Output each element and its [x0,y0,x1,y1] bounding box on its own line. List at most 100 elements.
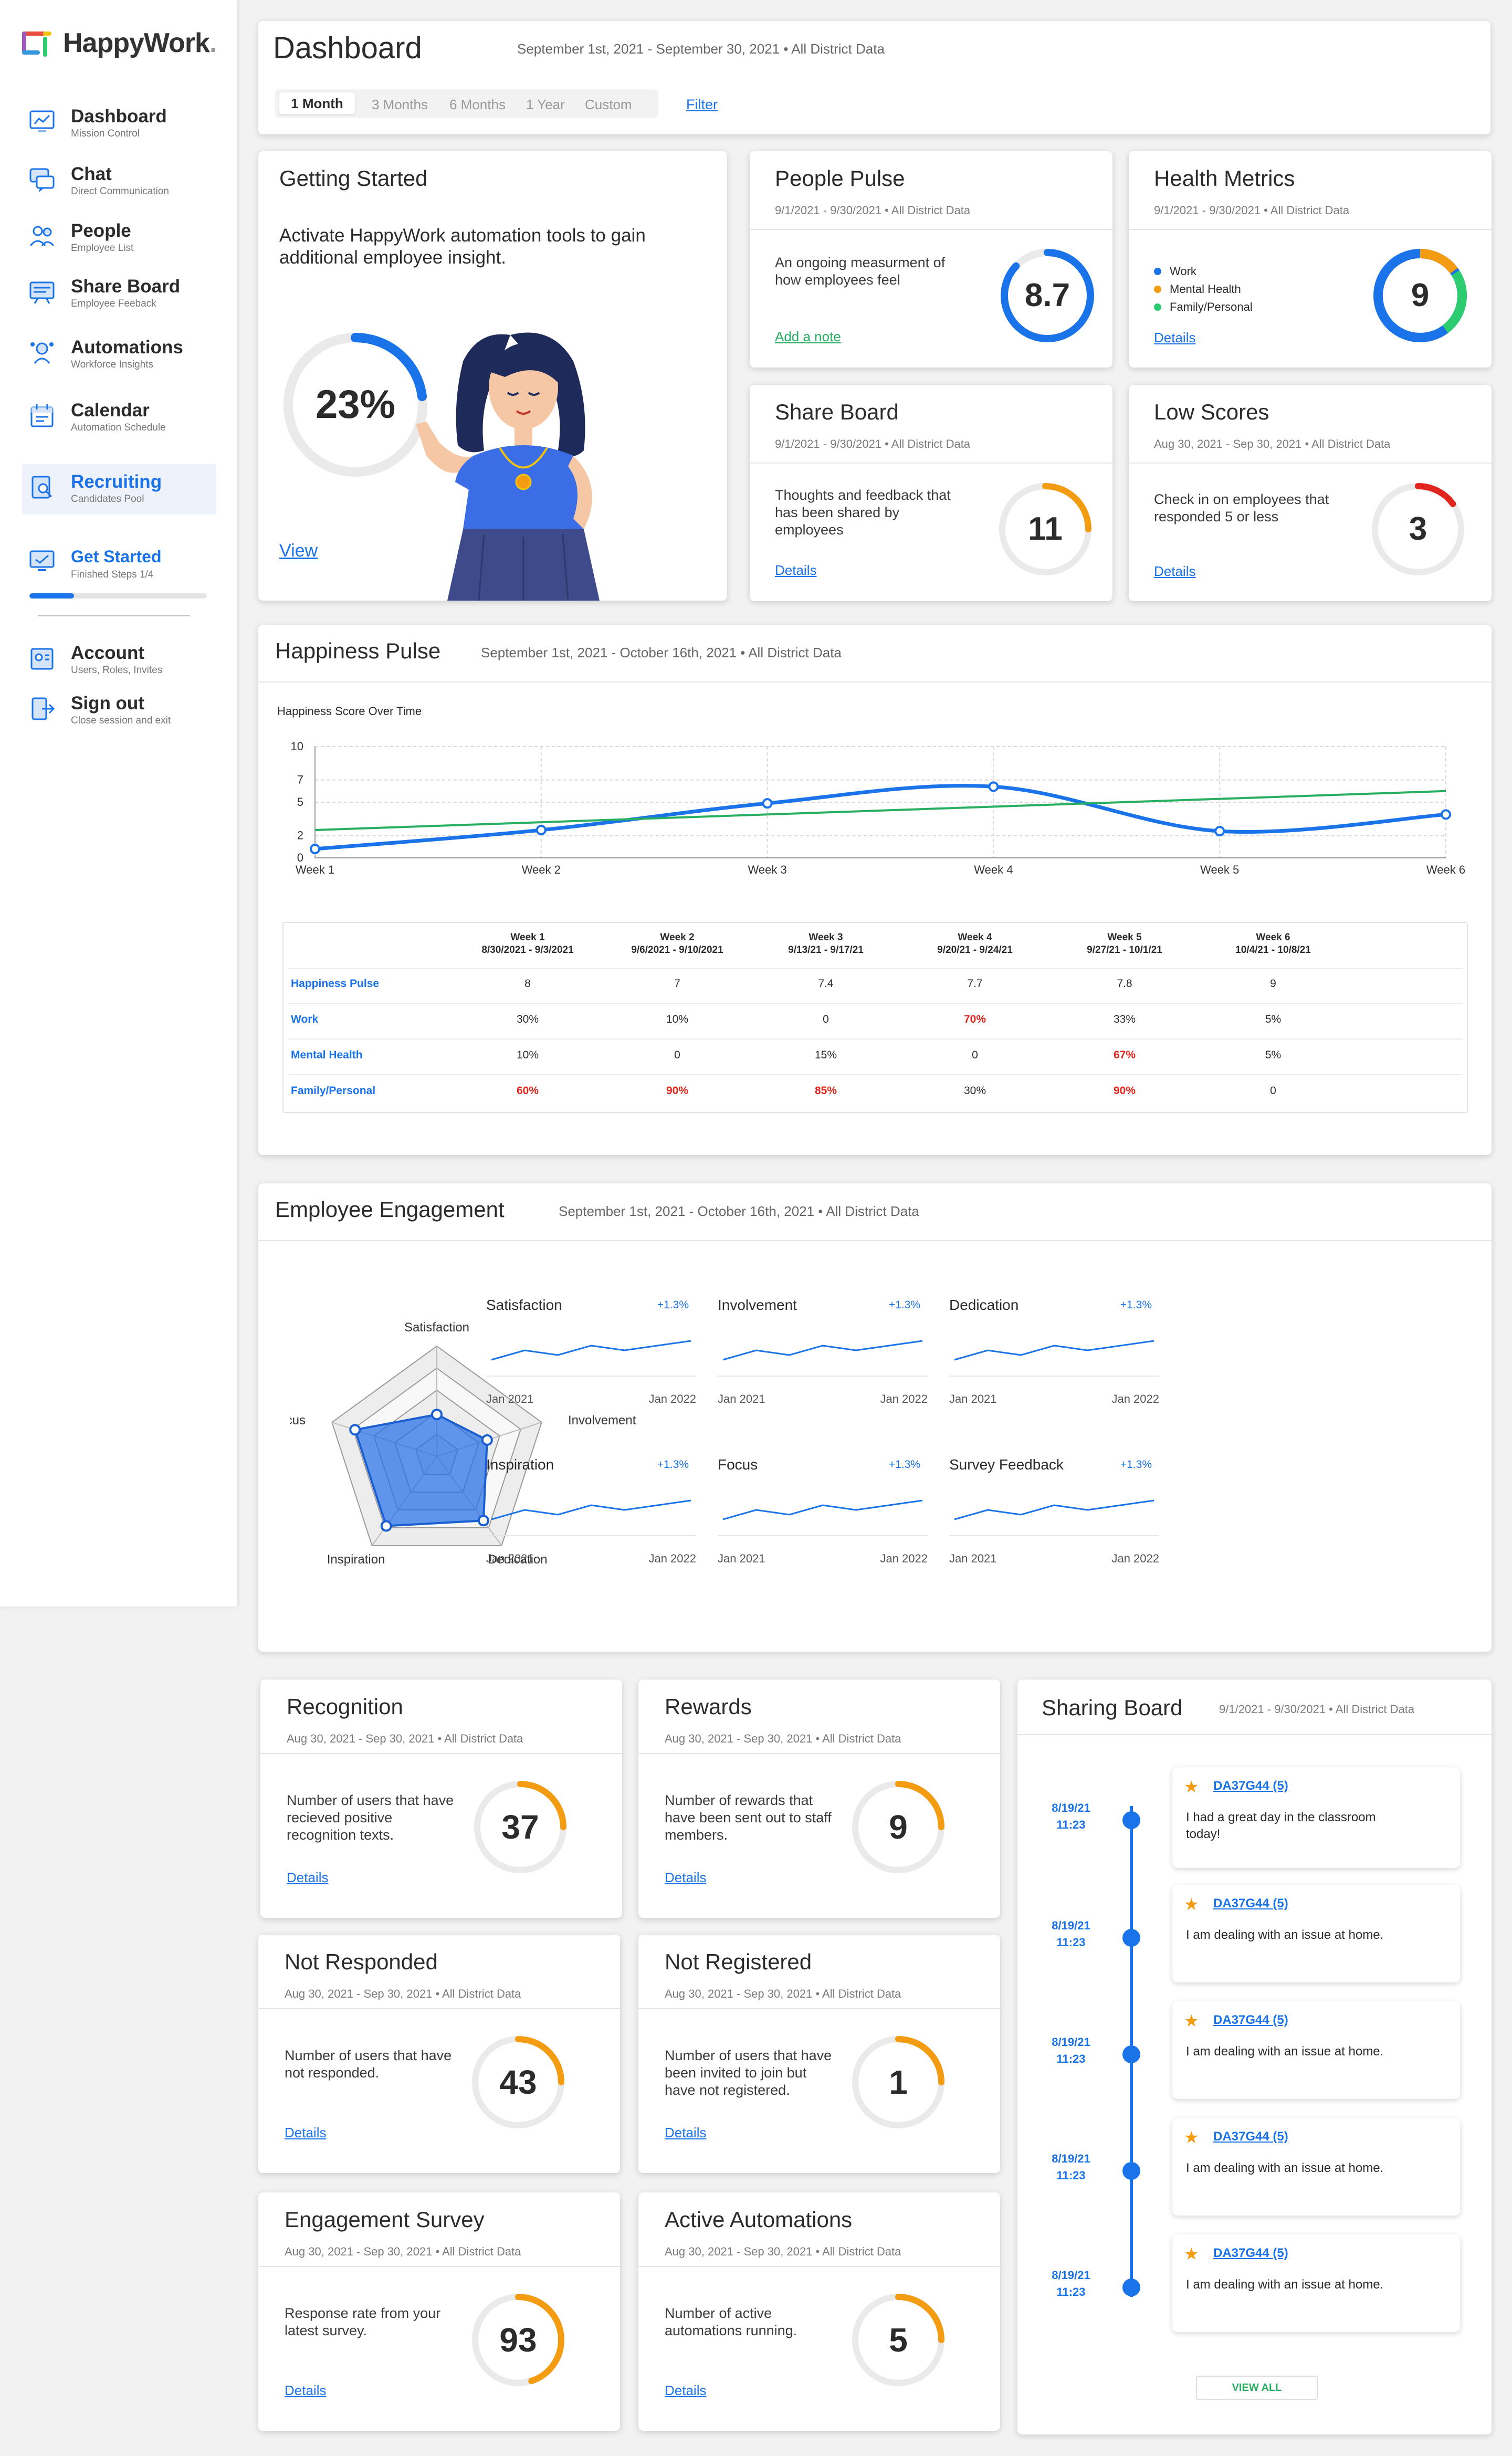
row-divider [288,1038,1463,1040]
sparkline [954,1340,1154,1361]
woman-illustration [416,332,600,601]
radar-point[interactable] [477,1515,489,1527]
card-date: Aug 30, 2021 - Sep 30, 2021 • All Distri… [665,1987,901,2000]
post-user-link[interactable]: DA37G44 (5) [1213,1896,1288,1911]
getting-started-text: Activate HappyWork automation tools to g… [279,225,646,268]
radar-point[interactable] [349,1424,361,1436]
gauge-arc [852,2294,944,2386]
sidebar-item-chat[interactable]: Chat Direct Communication [22,156,216,201]
sidebar-item-recruiting[interactable]: Recruiting Candidates Pool [22,464,216,515]
details-link[interactable]: Details [665,2125,707,2140]
sidebar-item-account[interactable]: Account Users, Roles, Invites [22,635,216,679]
spark-widget[interactable]: Survey Feedback +1.3% Jan 2021 Jan 2022 [949,1456,1159,1577]
post-user-link[interactable]: DA37G44 (5) [1213,2129,1288,2144]
card-date: Aug 30, 2021 - Sep 30, 2021 • All Distri… [665,1732,901,1745]
post-timestamp: 8/19/21 11:23 [1040,1800,1102,1833]
table-cell: 7.4 [818,978,834,990]
spark-widget[interactable]: Involvement +1.3% Jan 2021 Jan 2022 [718,1297,928,1418]
share-post[interactable]: ★ DA37G44 (5) I had a great day in the cla… [1172,1767,1460,1868]
table-cell: 33% [1113,1013,1136,1025]
logo-icon [22,32,51,57]
range-tab-1-year[interactable]: 1 Year [526,97,565,112]
data-point[interactable] [1214,826,1225,837]
spark-title: Dedication [949,1297,1019,1313]
post-time: 11:23 [1056,1936,1086,1949]
sidebar-item-share-board[interactable]: Share Board Employee Feeback [22,269,216,313]
card-title: Happiness Pulse [275,638,441,663]
spark-widget[interactable]: Inspiration +1.3% Jan 2021 Jan 2022 [486,1456,696,1577]
data-point[interactable] [762,798,773,809]
radar-point[interactable] [481,1434,493,1446]
data-point[interactable] [988,781,999,792]
post-user-link[interactable]: DA37G44 (5) [1213,2013,1288,2027]
post-timestamp: 8/19/21 11:23 [1040,2267,1102,2301]
share-post[interactable]: ★ DA37G44 (5) I am dealing with an issue a… [1172,2234,1460,2332]
data-point[interactable] [310,844,320,855]
sidebar-item-sign-out[interactable]: Sign out Close session and exit [22,686,216,730]
table-cell: 60% [516,1085,539,1097]
post-date: 8/19/21 [1052,1919,1090,1932]
share-post[interactable]: ★ DA37G44 (5) I am dealing with an issue a… [1172,1885,1460,1982]
add-note-link[interactable]: Add a note [775,329,841,344]
sidebar-item-calendar[interactable]: Calendar Automation Schedule [22,393,216,437]
card-divider [258,2008,620,2009]
range-tab-6-months[interactable]: 6 Months [449,97,506,112]
getting-started-gauge [284,333,427,477]
spark-widget[interactable]: Dedication +1.3% Jan 2021 Jan 2022 [949,1297,1159,1418]
column-week: Week 3 [808,932,843,943]
data-point[interactable] [536,825,547,835]
post-date: 8/19/21 [1052,2152,1090,2165]
filter-link[interactable]: Filter [686,97,718,112]
card-title: People Pulse [775,166,905,191]
details-link[interactable]: Details [1154,330,1196,345]
getting-started-view-link[interactable]: View [279,541,318,561]
post-message: I am dealing with an issue at home. [1186,2161,1384,2175]
sidebar-item-label: Recruiting [71,471,162,492]
brand-logo[interactable]: HappyWork. [22,26,222,61]
sparkline [491,1499,691,1520]
sidebar-item-automations[interactable]: Automations Workforce Insights [22,330,216,374]
card-date: Aug 30, 2021 - Sep 30, 2021 • All Distri… [287,1732,523,1745]
post-user-link[interactable]: DA37G44 (5) [1213,2246,1288,2260]
card-divider [638,2266,1000,2267]
card-divider [258,681,1492,683]
details-link[interactable]: Details [285,2125,327,2140]
card-divider [258,1240,1492,1241]
table-column-header: Week 5 9/27/21 - 10/1/21 [1046,931,1203,957]
details-link[interactable]: Details [287,1870,329,1885]
sparkline-path [954,1499,1154,1520]
get-started-link[interactable]: Get Started Finished Steps 1/4 [22,542,216,600]
card-title: Active Automations [665,2207,853,2232]
share-post[interactable]: ★ DA37G44 (5) I am dealing with an issue a… [1172,2118,1460,2216]
radar-point[interactable] [431,1409,443,1421]
details-link[interactable]: Details [775,562,817,578]
details-link[interactable]: Details [285,2382,327,2398]
details-link[interactable]: Details [665,2382,707,2398]
range-tab-3-months[interactable]: 3 Months [372,97,428,112]
table-cell: 0 [1270,1085,1276,1097]
sidebar-item-dashboard[interactable]: Dashboard Mission Control [22,99,216,143]
details-link[interactable]: Details [1154,563,1196,579]
dashboard-header: Dashboard September 1st, 2021 - Septembe… [258,21,1490,134]
radar-series-area [353,1413,488,1527]
sidebar-item-people[interactable]: People Employee List [22,213,216,257]
spark-widget[interactable]: Focus +1.3% Jan 2021 Jan 2022 [718,1456,928,1577]
post-user-link[interactable]: DA37G44 (5) [1213,1779,1288,1793]
data-point[interactable] [1441,809,1451,820]
radar-axis-label: Inspiration [327,1552,385,1567]
card-divider [750,229,1112,230]
share-post[interactable]: ★ DA37G44 (5) I am dealing with an issue a… [1172,2001,1460,2099]
card-divider [1129,229,1492,230]
card-title: Rewards [665,1694,752,1719]
spark-baseline [718,1376,928,1377]
timeline-dot [1122,2279,1140,2296]
sign-out-icon [32,697,55,720]
sparkline [722,1499,923,1520]
spark-widget[interactable]: Satisfaction +1.3% Jan 2021 Jan 2022 [486,1297,696,1418]
details-link[interactable]: Details [665,1870,707,1885]
range-tab-1-month[interactable]: 1 Month [279,92,355,114]
radar-point[interactable] [380,1520,392,1532]
range-tab-custom[interactable]: Custom [585,97,632,112]
view-all-button[interactable]: VIEW ALL [1196,2376,1318,2400]
timeline-dot [1122,1811,1140,1829]
